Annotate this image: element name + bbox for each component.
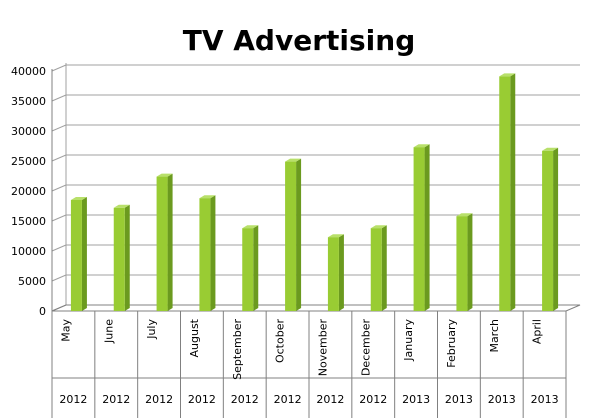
y-tick-label: 0	[39, 305, 46, 318]
x-tick-label-month: December	[359, 319, 372, 377]
gridline-depth	[51, 184, 67, 192]
bar-top	[285, 158, 302, 162]
x-tick-label-year: 2012	[359, 393, 387, 406]
bar-side	[296, 158, 302, 311]
bar-top	[327, 234, 344, 238]
bar-top	[199, 195, 216, 199]
bar-top	[370, 225, 387, 229]
x-tick-label-month: January	[402, 319, 415, 362]
gridline-depth	[51, 94, 67, 102]
bar-side	[510, 73, 516, 312]
bar-front	[542, 150, 554, 311]
y-tick-label: 25000	[11, 155, 46, 168]
bar-side	[467, 213, 473, 311]
axis-labels: 0 5000 10000 15000 20000 25000 30000 35000 40000…	[11, 65, 559, 406]
x-tick-label-year: 2012	[231, 393, 259, 406]
x-tick-label-month: April	[531, 319, 544, 344]
x-tick-label-year: 2013	[402, 393, 430, 406]
x-tick-label-month: March	[488, 319, 501, 353]
x-tick-label-year: 2013	[531, 393, 559, 406]
bar-side	[210, 195, 216, 311]
bar-top	[413, 144, 430, 148]
bar-front	[242, 228, 254, 311]
bar-april	[542, 147, 559, 311]
bar-top	[499, 73, 516, 77]
bars	[70, 73, 559, 312]
bar-front	[199, 198, 211, 311]
y-tick-label: 40000	[11, 65, 46, 78]
bar-front	[456, 216, 468, 311]
x-tick-label-year: 2012	[188, 393, 216, 406]
x-tick-label-month: June	[102, 319, 115, 344]
bar-side	[253, 225, 259, 311]
bar-side	[81, 197, 87, 311]
y-tick-label: 30000	[11, 125, 46, 138]
axes	[51, 63, 581, 418]
y-tick-label: 15000	[11, 215, 46, 228]
x-tick-label-month: November	[316, 319, 329, 377]
bar-top	[456, 213, 473, 217]
gridline-depth	[51, 274, 67, 282]
x-tick-label-year: 2012	[59, 393, 87, 406]
bar-front	[327, 237, 339, 311]
bar-july	[156, 173, 173, 311]
x-tick-label-month: May	[59, 319, 72, 342]
x-tick-label-year: 2013	[488, 393, 516, 406]
bar-side	[424, 144, 430, 311]
gridline-depth	[51, 244, 67, 252]
bar-november	[327, 234, 344, 311]
gridline-depth	[51, 214, 67, 222]
gridline-depth	[51, 154, 67, 162]
x-tick-label-year: 2012	[274, 393, 302, 406]
bar-front	[413, 147, 425, 311]
y-tick-label: 10000	[11, 245, 46, 258]
x-tick-label-month: August	[188, 318, 201, 357]
bar-front	[113, 207, 125, 311]
bar-top	[156, 173, 173, 177]
bar-september	[242, 225, 259, 311]
bar-top	[242, 225, 259, 229]
x-tick-label-year: 2013	[445, 393, 473, 406]
bar-side	[167, 173, 173, 311]
x-tick-label-month: September	[231, 319, 244, 380]
bar-front	[156, 176, 168, 311]
chart-title: TV Advertising	[182, 24, 416, 57]
gridline-depth	[51, 64, 67, 72]
bar-february	[456, 213, 473, 311]
x-tick-label-month: October	[274, 319, 287, 363]
bar-december	[370, 225, 387, 311]
bar-may	[70, 197, 87, 311]
bar-top	[542, 147, 559, 151]
bar-top	[113, 204, 130, 208]
bar-march	[499, 73, 516, 312]
x-tick-label-month: February	[445, 319, 458, 368]
bar-june	[113, 204, 130, 311]
bar-side	[338, 234, 344, 311]
y-tick-label: 35000	[11, 95, 46, 108]
bar-front	[499, 76, 511, 312]
bar-front	[370, 228, 382, 311]
x-tick-label-month: July	[145, 319, 158, 340]
x-tick-label-year: 2012	[316, 393, 344, 406]
x-tick-label-year: 2012	[145, 393, 173, 406]
bar-side	[381, 225, 387, 311]
bar-top	[70, 197, 87, 200]
bar-october	[285, 158, 302, 311]
bar-front	[285, 161, 297, 311]
bar-august	[199, 195, 216, 311]
y-tick-label: 5000	[18, 275, 46, 288]
x-tick-label-year: 2012	[102, 393, 130, 406]
bar-side	[124, 204, 130, 311]
bar-january	[413, 144, 430, 311]
bar-side	[553, 147, 559, 311]
y-tick-label: 20000	[11, 185, 46, 198]
gridline-depth	[51, 124, 67, 132]
bar-front	[70, 200, 82, 311]
